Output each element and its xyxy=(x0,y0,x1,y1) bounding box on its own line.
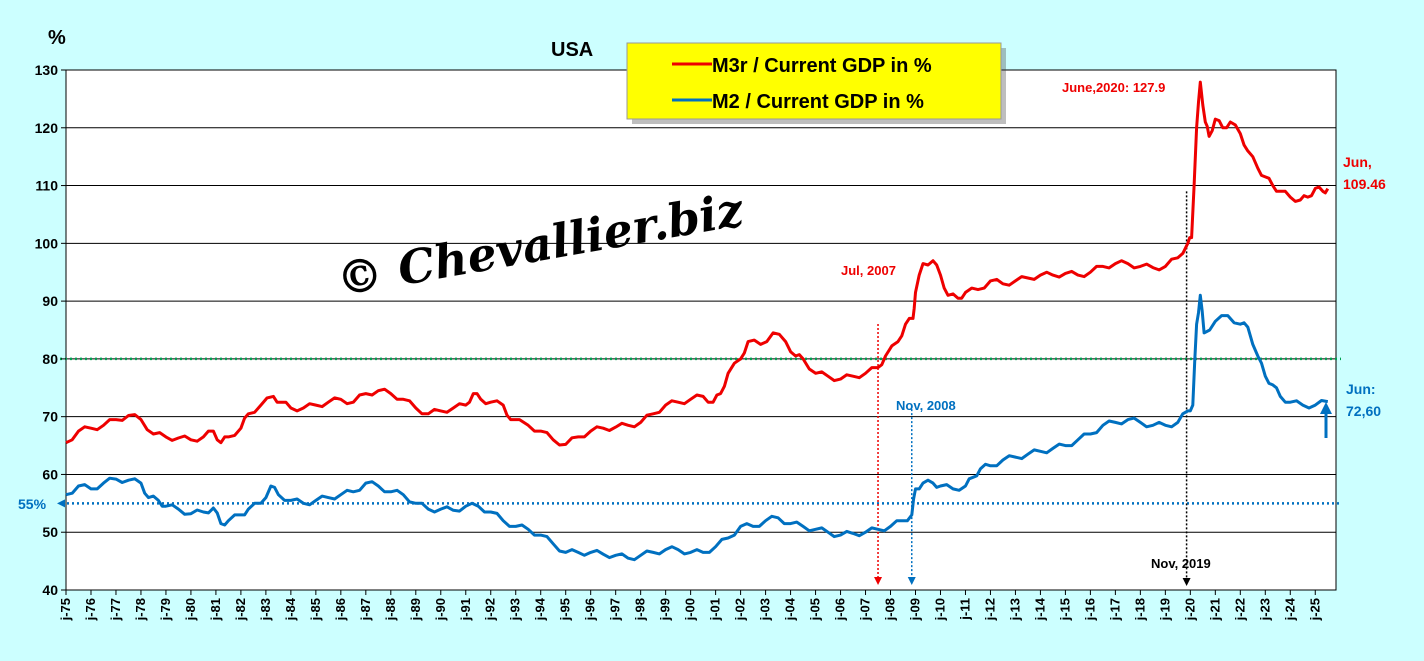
x-tick-label-32: j-07 xyxy=(858,598,873,621)
gridlines xyxy=(66,127,1336,533)
x-tick-label-12: j-87 xyxy=(358,598,373,621)
legend: M3r / Current GDP in % M2 / Current GDP … xyxy=(626,42,1006,124)
annotation-nov-2008: Nov, 2008 xyxy=(896,398,956,413)
x-tick-label-38: j-13 xyxy=(1007,598,1022,621)
x-tick-label-49: j-24 xyxy=(1282,597,1297,621)
y-tick-label-130: 130 xyxy=(35,62,59,78)
x-tick-label-33: j-08 xyxy=(883,598,898,621)
legend-label-m2: M2 / Current GDP in % xyxy=(712,91,924,113)
x-tick-label-4: j-79 xyxy=(158,598,173,621)
x-tick-label-47: j-22 xyxy=(1232,598,1247,621)
reference-arrow-55 xyxy=(57,499,65,508)
event-arrow-nov-2019 xyxy=(1182,578,1191,586)
y-tick-label-100: 100 xyxy=(35,235,59,251)
series-lines xyxy=(65,80,1330,562)
y-axis-ticks: 40 50 60 70 80 90 100 110 120 130 xyxy=(35,62,66,598)
x-tick-label-36: j-11 xyxy=(957,598,972,621)
x-tick-label-7: j-82 xyxy=(233,598,248,621)
y-tick-label-60: 60 xyxy=(42,466,58,482)
x-tick-label-46: j-21 xyxy=(1207,598,1222,621)
jun-m2-arrow-head xyxy=(1320,402,1332,414)
y-tick-label-50: 50 xyxy=(42,524,58,540)
x-tick-label-2: j-77 xyxy=(108,598,123,621)
x-tick-label-50: j-25 xyxy=(1307,598,1322,621)
x-tick-label-42: j-17 xyxy=(1107,598,1122,621)
x-tick-label-23: j-98 xyxy=(633,598,648,621)
x-tick-label-45: j-20 xyxy=(1182,598,1197,621)
x-tick-label-37: j-12 xyxy=(982,598,997,621)
x-tick-label-41: j-16 xyxy=(1082,598,1097,621)
x-tick-label-39: j-14 xyxy=(1032,597,1047,621)
x-tick-label-44: j-19 xyxy=(1157,598,1172,621)
x-tick-label-8: j-83 xyxy=(258,598,273,621)
y-tick-label-40: 40 xyxy=(42,582,58,598)
x-tick-label-29: j-04 xyxy=(783,597,798,621)
x-tick-label-34: j-09 xyxy=(907,598,922,621)
annotation-jun-m3r-label: Jun, xyxy=(1343,154,1372,170)
x-tick-label-14: j-89 xyxy=(408,598,423,621)
x-tick-label-6: j-81 xyxy=(208,598,223,621)
y-axis-unit: % xyxy=(48,27,66,49)
x-tick-label-16: j-91 xyxy=(458,598,473,621)
x-tick-label-13: j-88 xyxy=(383,598,398,621)
x-tick-label-48: j-23 xyxy=(1257,598,1272,621)
annotation-nov-2019: Nov, 2019 xyxy=(1151,556,1211,571)
x-tick-label-1: j-76 xyxy=(83,598,98,621)
x-tick-label-27: j-02 xyxy=(733,598,748,621)
x-tick-label-31: j-06 xyxy=(833,598,848,621)
event-arrow-jul-2007 xyxy=(874,577,883,585)
x-tick-label-17: j-92 xyxy=(483,598,498,621)
reference-label-55: 55% xyxy=(18,496,47,512)
reference-lines xyxy=(57,357,1341,508)
arrows xyxy=(1320,402,1332,438)
plot-area xyxy=(65,69,1337,591)
x-tick-label-9: j-84 xyxy=(283,597,298,621)
x-tick-label-28: j-03 xyxy=(758,598,773,621)
x-tick-label-25: j-00 xyxy=(683,598,698,621)
x-tick-label-18: j-93 xyxy=(508,598,523,621)
y-tick-label-120: 120 xyxy=(35,120,59,136)
x-tick-label-15: j-90 xyxy=(433,598,448,621)
x-tick-label-21: j-96 xyxy=(583,598,598,621)
annotation-jun-m2-label: Jun: xyxy=(1346,381,1376,397)
annotation-peak-m3r: June,2020: 127.9 xyxy=(1062,80,1165,95)
legend-box xyxy=(626,42,1002,120)
x-tick-label-30: j-05 xyxy=(808,598,823,621)
x-tick-label-19: j-94 xyxy=(533,597,548,621)
series-line-0 xyxy=(65,80,1330,447)
x-tick-label-5: j-80 xyxy=(183,598,198,621)
x-tick-label-43: j-18 xyxy=(1132,598,1147,621)
x-tick-label-24: j-99 xyxy=(658,598,673,621)
y-tick-label-110: 110 xyxy=(35,178,58,194)
series-line-1 xyxy=(65,293,1329,562)
x-tick-label-20: j-95 xyxy=(558,598,573,621)
x-tick-label-0: j-75 xyxy=(58,598,73,621)
x-tick-label-22: j-97 xyxy=(608,598,623,621)
annotation-jun-m3r-value: 109.46 xyxy=(1343,176,1386,192)
chart-title: USA xyxy=(551,39,593,61)
annotation-jun-m2-value: 72,60 xyxy=(1346,403,1381,419)
x-axis-ticks: j-75 j-76 j-77 j-78 j-79 j-80 j-81 j-82 j-83 j-84… xyxy=(58,590,1322,621)
annotation-jul-2007: Jul, 2007 xyxy=(841,263,896,278)
event-arrow-nov-2008 xyxy=(907,577,916,585)
y-tick-label-70: 70 xyxy=(42,409,58,425)
x-tick-label-3: j-78 xyxy=(133,598,148,621)
y-tick-label-80: 80 xyxy=(42,351,58,367)
x-tick-label-10: j-85 xyxy=(308,598,323,621)
x-tick-label-11: j-86 xyxy=(333,598,348,621)
y-tick-label-90: 90 xyxy=(42,293,58,309)
x-tick-label-35: j-10 xyxy=(932,598,947,621)
legend-label-m3r: M3r / Current GDP in % xyxy=(712,55,932,77)
x-tick-label-26: j-01 xyxy=(708,598,723,621)
event-markers xyxy=(874,191,1191,586)
x-tick-label-40: j-15 xyxy=(1057,598,1072,621)
